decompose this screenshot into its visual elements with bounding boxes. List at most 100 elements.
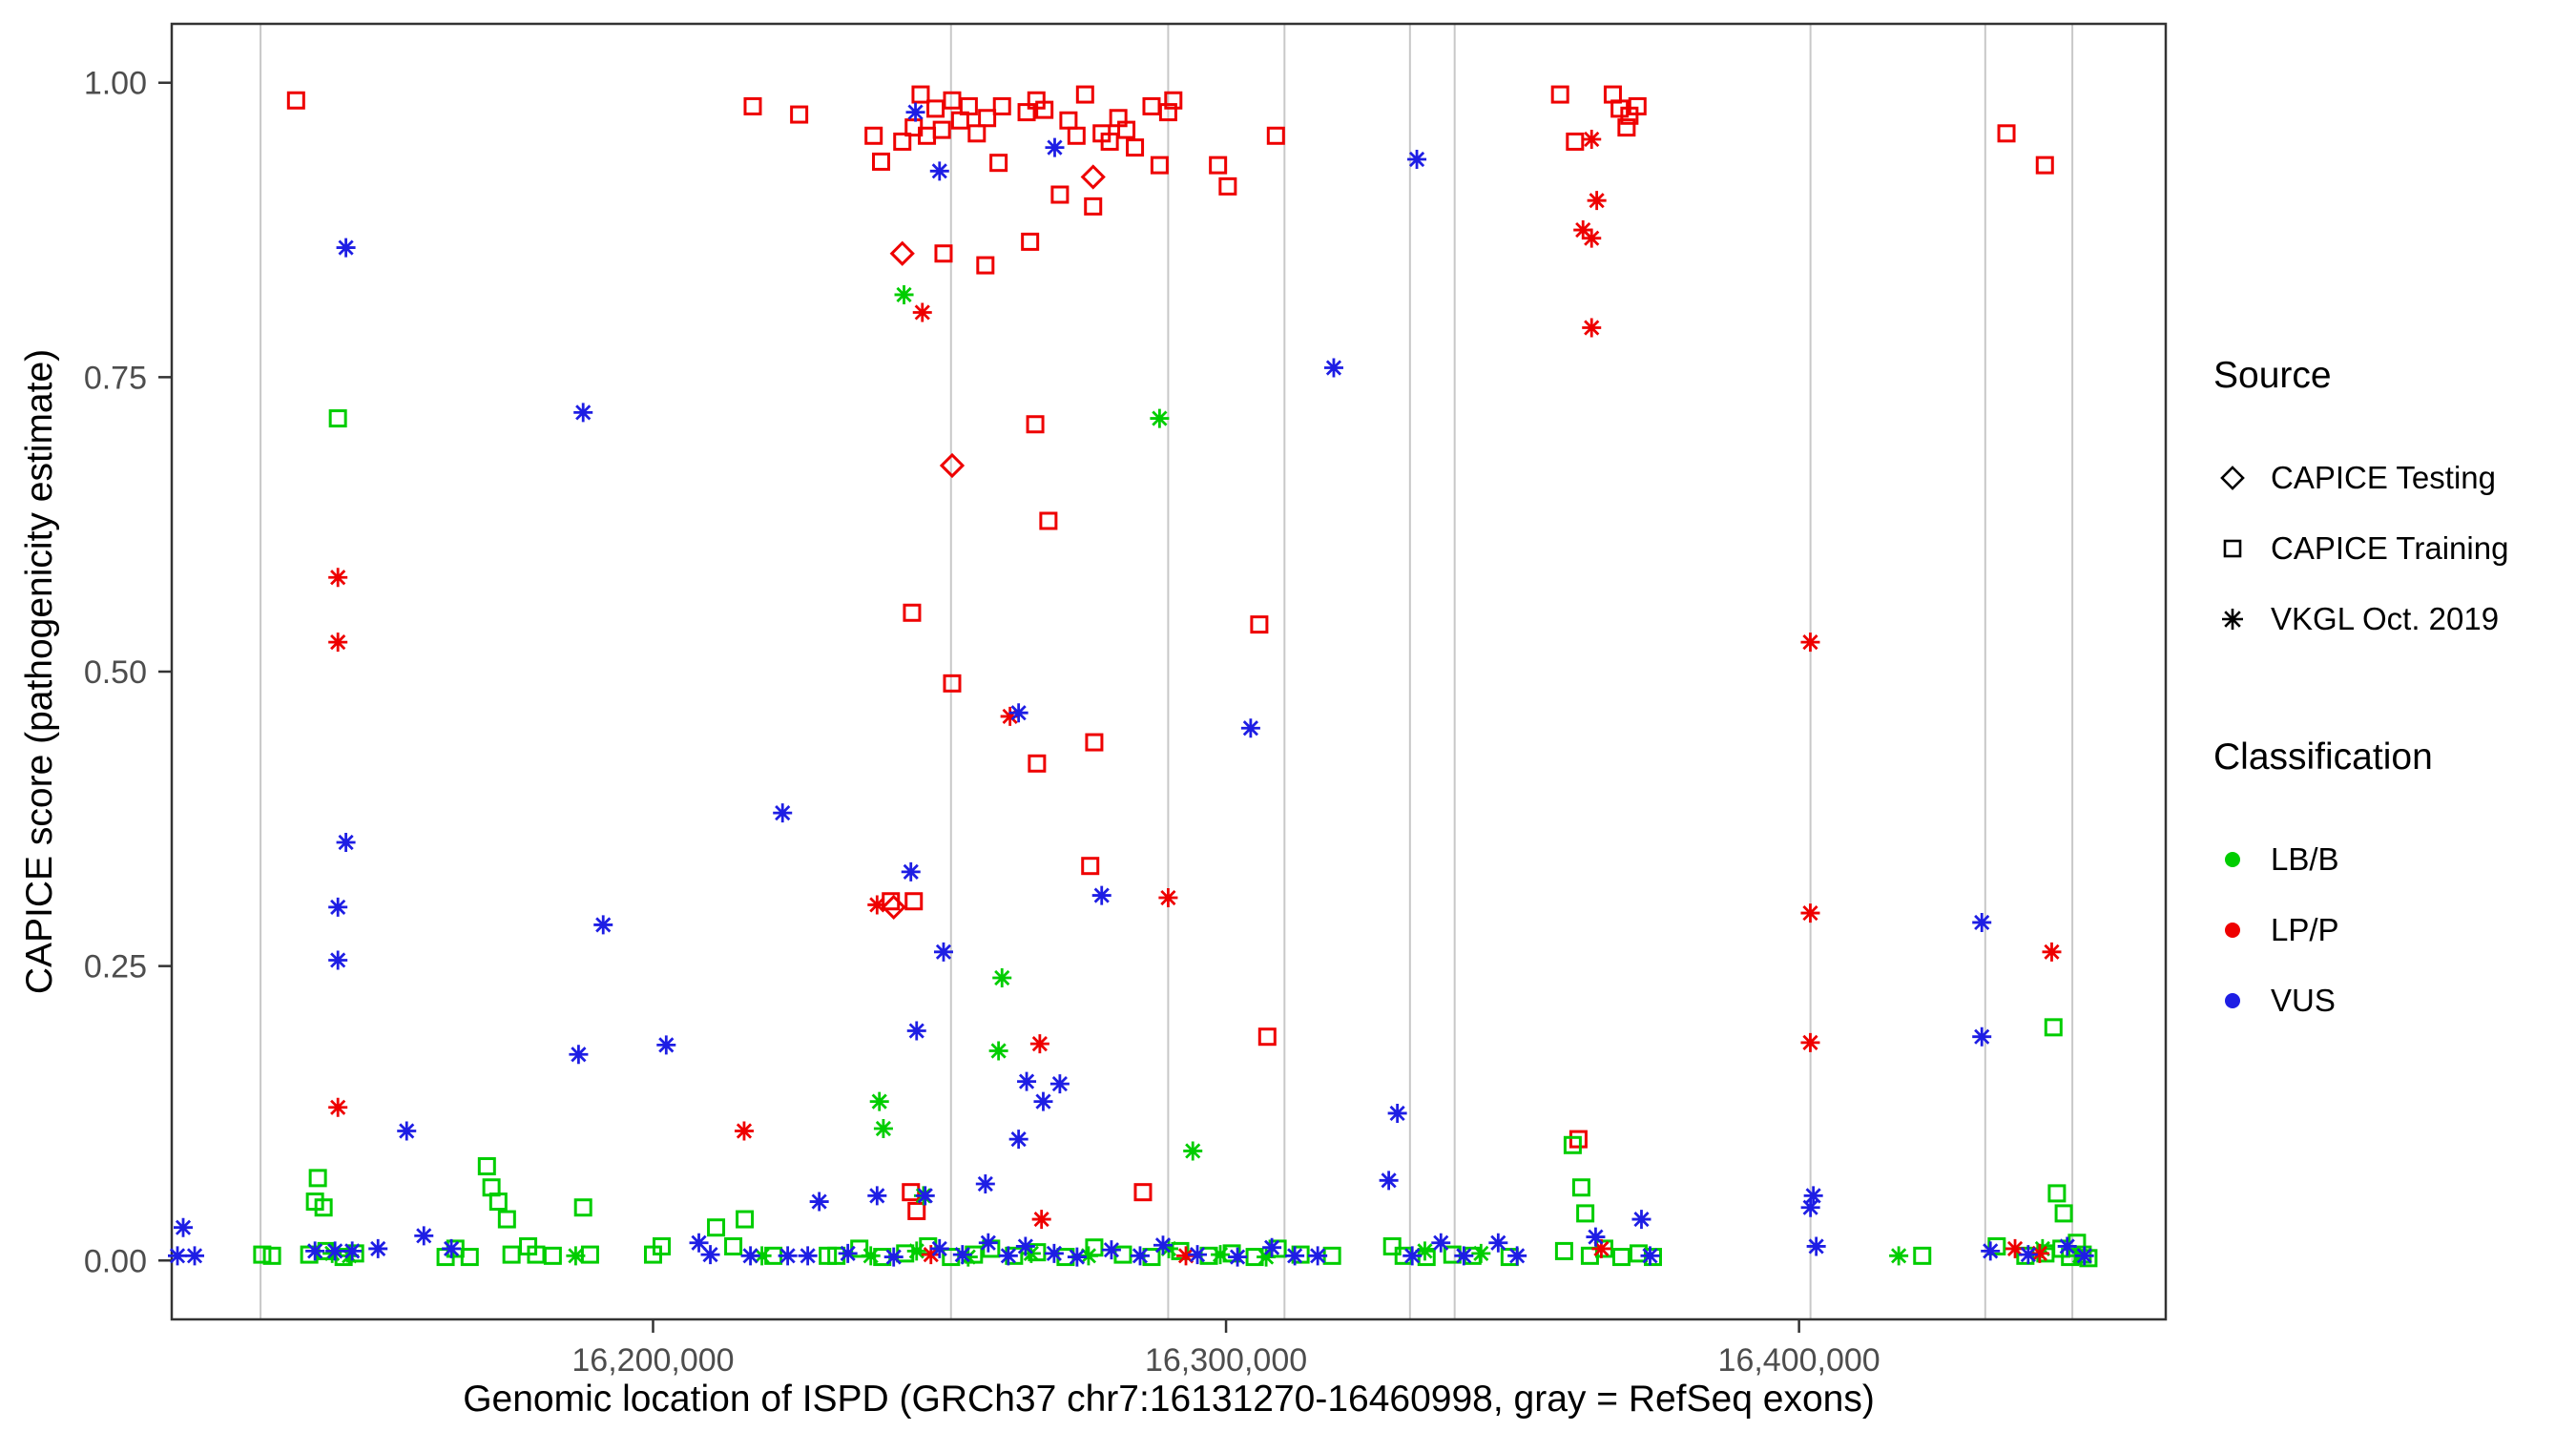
legend-classification-group: Classification LB/B LP/P VUS <box>2213 736 2508 1023</box>
data-point-asterisk <box>336 833 356 853</box>
data-point-square <box>907 1201 926 1220</box>
legend-source-group: Source CAPICE Testing CAPICE Training VK… <box>2213 355 2508 641</box>
data-point-asterisk <box>1000 706 1020 726</box>
data-point-asterisk <box>988 1041 1008 1061</box>
data-point-square <box>934 244 953 263</box>
data-point-square <box>328 409 347 428</box>
data-point-square <box>1133 1183 1153 1202</box>
legend-classification-title: Classification <box>2213 736 2433 778</box>
data-point-square <box>1026 415 1045 434</box>
data-point-square <box>1257 1027 1277 1047</box>
data-point-square <box>1039 511 1058 530</box>
data-point-asterisk <box>325 1241 345 1261</box>
data-point-square <box>903 603 922 622</box>
legend-item-vkgl: VKGL Oct. 2019 <box>2213 597 2508 641</box>
data-point-asterisk <box>975 1174 995 1194</box>
data-point-asterisk <box>1257 1247 1277 1267</box>
asterisk-icon <box>2222 609 2243 630</box>
legend-item-label: CAPICE Training <box>2271 530 2509 566</box>
data-point-square <box>790 105 809 124</box>
data-point-asterisk <box>929 161 949 181</box>
data-point-asterisk <box>1591 1238 1611 1258</box>
data-point-asterisk <box>1402 1246 1423 1266</box>
data-point-square <box>308 1169 327 1188</box>
data-point-square <box>1084 197 1103 216</box>
data-point-square <box>896 1244 915 1263</box>
legend-item-label: CAPICE Testing <box>2271 460 2496 495</box>
y-axis-title: CAPICE score (pathogenicity estimate) <box>19 348 60 995</box>
data-point-asterisk <box>798 1246 818 1266</box>
data-point-asterisk <box>1183 1141 1203 1161</box>
data-point-square <box>1067 126 1086 145</box>
data-point-square <box>926 99 945 118</box>
data-point-square <box>943 674 962 693</box>
data-point-square <box>1117 120 1136 139</box>
data-point-square <box>2035 156 2054 175</box>
data-point-asterisk <box>569 1045 589 1065</box>
data-point-asterisk <box>1407 149 1427 169</box>
legend: Source CAPICE Testing CAPICE Training VK… <box>2213 355 2508 1023</box>
data-point-asterisk <box>752 1246 772 1266</box>
data-point-asterisk <box>861 1246 881 1266</box>
data-point-asterisk <box>1078 1246 1098 1266</box>
data-point-asterisk <box>1091 885 1111 905</box>
data-point-square <box>543 1246 562 1265</box>
data-point-square <box>976 256 995 275</box>
data-point-square <box>882 892 901 911</box>
data-point-square <box>1550 85 1569 104</box>
data-point-asterisk <box>328 950 348 970</box>
data-point-asterisk <box>1008 1130 1028 1150</box>
data-point-square <box>989 154 1008 173</box>
data-point-square <box>932 120 951 139</box>
data-point-asterisk <box>1972 912 1992 932</box>
data-point-square <box>864 126 883 145</box>
data-point-asterisk <box>328 1097 348 1117</box>
data-point-square <box>253 1245 272 1264</box>
data-point-square <box>967 124 987 143</box>
data-point-square <box>1142 96 1161 115</box>
data-point-square <box>1126 138 1145 157</box>
data-point-square <box>1021 232 1040 251</box>
data-point-asterisk <box>689 1233 709 1253</box>
y-tick-label: 0.00 <box>84 1243 147 1279</box>
legend-item-capice-training: CAPICE Training <box>2213 527 2508 570</box>
data-point-square <box>743 96 762 115</box>
data-point-diamond <box>1080 164 1106 190</box>
data-point-asterisk <box>838 1243 858 1263</box>
data-point-asterisk <box>905 102 925 122</box>
data-point-square <box>1913 1246 1932 1265</box>
data-point-asterisk <box>1573 220 1593 240</box>
data-point-square <box>1150 156 1169 175</box>
data-point-square <box>724 1236 743 1255</box>
vus-dot-icon <box>2225 993 2240 1008</box>
data-point-asterisk <box>328 568 348 588</box>
data-point-square <box>911 85 930 104</box>
data-point-square <box>1576 1204 1595 1223</box>
data-point-asterisk <box>1981 1241 2001 1261</box>
x-tick-label: 16,300,000 <box>1145 1342 1307 1379</box>
data-point-square <box>1617 118 1636 137</box>
legend-item-capice-testing: CAPICE Testing <box>2213 456 2508 500</box>
data-point-asterisk <box>1586 1227 1606 1247</box>
data-point-square <box>2047 1184 2067 1203</box>
data-point-asterisk <box>883 1247 904 1267</box>
data-point-asterisk <box>1972 1027 1992 1047</box>
data-point-square <box>1017 103 1036 122</box>
data-point-asterisk <box>894 284 914 304</box>
data-point-asterisk <box>1471 1243 1491 1263</box>
data-point-asterisk <box>1800 1032 1820 1052</box>
data-point-asterisk <box>1015 1236 1035 1256</box>
data-point-asterisk <box>1044 1243 1064 1263</box>
data-point-square <box>1164 91 1183 110</box>
data-point-asterisk <box>1211 1245 1231 1265</box>
data-point-asterisk <box>1454 1246 1474 1266</box>
data-point-asterisk <box>397 1121 417 1141</box>
data-point-asterisk <box>1153 1235 1173 1255</box>
data-point-square <box>497 1210 516 1229</box>
data-point-asterisk <box>867 1186 887 1206</box>
legend-item-label: LP/P <box>2271 912 2339 947</box>
legend-item-lbb: LB/B <box>2213 838 2508 881</box>
data-point-asterisk <box>1507 1246 1527 1266</box>
data-point-asterisk <box>2018 1245 2038 1265</box>
